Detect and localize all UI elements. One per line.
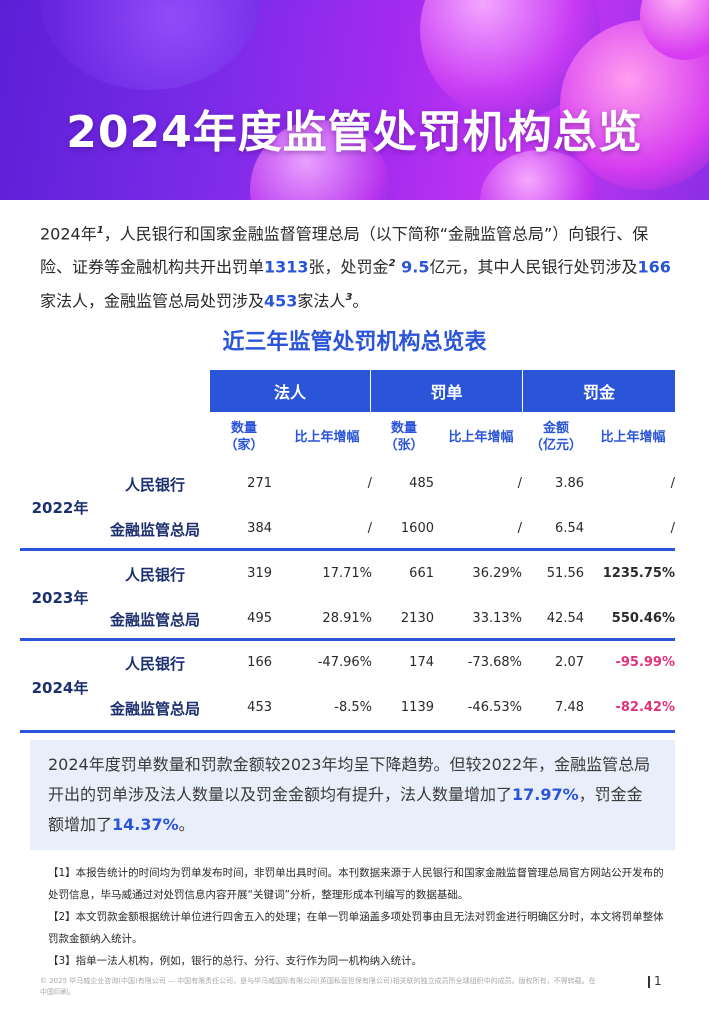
page-number-text: 1 — [654, 974, 662, 988]
institution-name: 人民银行 — [124, 566, 185, 584]
table-cell: 174 — [409, 655, 434, 670]
table-cell: 661 — [409, 566, 434, 581]
subheader-line: 数量 — [230, 421, 257, 436]
table-cell: 384 — [247, 521, 272, 536]
table-cell: / — [670, 521, 675, 536]
subheader-line: （张） — [384, 438, 424, 453]
subheader-line: （亿元） — [530, 438, 583, 453]
table-cell: 1235.75% — [602, 566, 675, 581]
year-label: 2023年 — [31, 589, 89, 607]
footnote-ref: 2 — [388, 258, 396, 270]
table-cell: -95.99% — [615, 655, 675, 670]
group-header-ticket: 罚单 — [371, 370, 522, 412]
table-cell: 550.46% — [611, 611, 675, 626]
table-cell: -82.42% — [615, 700, 675, 715]
intro-paragraph: 2024年1，人民银行和国家金融监督管理总局（以下简称“金融监管总局”）向银行、… — [40, 216, 680, 316]
subheader-line: 数量 — [390, 421, 417, 436]
table-cell: / — [517, 476, 522, 491]
summary-box: 2024年度罚单数量和罚款金额较2023年均呈下降趋势。但较2022年，金融监管… — [30, 740, 675, 850]
table-cell: 36.29% — [472, 566, 522, 581]
section-divider — [20, 548, 675, 551]
subheader-entity-growth: 比上年增幅 — [294, 430, 360, 445]
page-title: 2024年度监管处罚机构总览 — [66, 107, 643, 158]
footnotes: 【1】本报告统计的时间均为罚单发布时间，非罚单出具时间。本刊数据来源于人民银行和… — [48, 862, 668, 972]
group-header-fine: 罚金 — [523, 370, 675, 412]
table-cell: / — [670, 476, 675, 491]
page-number: 1 — [648, 974, 662, 988]
subheader-ticket-growth: 比上年增幅 — [448, 430, 514, 445]
table-cell: 33.13% — [472, 611, 522, 626]
table-cell: 7.48 — [555, 700, 584, 715]
institution-name: 金融监管总局 — [109, 700, 200, 718]
year-label: 2022年 — [31, 499, 89, 517]
subheader-ticket-count: 数量 （张） — [382, 420, 426, 454]
section-divider — [20, 638, 675, 641]
table-cell: 319 — [247, 566, 272, 581]
footnote-ref: 3 — [345, 291, 353, 303]
footnote: 【1】本报告统计的时间均为罚单发布时间，非罚单出具时间。本刊数据来源于人民银行和… — [48, 867, 664, 901]
nfra-entity-count: 453 — [264, 290, 298, 310]
table-cell: -46.53% — [467, 700, 522, 715]
ticket-count: 1313 — [264, 257, 309, 277]
year-label: 2024年 — [31, 679, 89, 697]
subheader-entity-count: 数量 （家） — [222, 420, 266, 454]
header-banner: 2024年度监管处罚机构总览 — [0, 0, 709, 200]
table-cell: 453 — [247, 700, 272, 715]
summary-value: 17.97% — [512, 785, 579, 804]
summary-text: ，罚金金额增加了 — [48, 785, 643, 834]
institution-name: 金融监管总局 — [109, 521, 200, 539]
institution-name: 金融监管总局 — [109, 611, 200, 629]
copyright-notice: © 2025 毕马威企业咨询(中国)有限公司 — 中国有限责任公司，是与毕马威国… — [40, 977, 596, 996]
table-cell: 6.54 — [555, 521, 584, 536]
table-cell: 3.86 — [555, 476, 584, 491]
table-cell: / — [367, 521, 372, 536]
intro-text: ，人民银行和国家金融监督管理总局（以下简称“金融监管总局”）向银行、保险、证券等… — [40, 224, 649, 277]
table-cell: 17.71% — [322, 566, 372, 581]
footnote: 【3】指单一法人机构，例如，银行的总行、分行、支行作为同一机构纳入统计。 — [48, 955, 423, 967]
table-cell: 28.91% — [322, 611, 372, 626]
table-cell: 1600 — [400, 521, 434, 536]
intro-text: 2024年 — [40, 224, 97, 244]
pboc-entity-count: 166 — [637, 257, 671, 277]
intro-text: 家法人，金融监管总局处罚涉及 — [40, 290, 265, 310]
table-cell: / — [517, 521, 522, 536]
table-cell: -47.96% — [317, 655, 372, 670]
summary-value: 14.37% — [112, 815, 179, 834]
table-cell: 2130 — [400, 611, 434, 626]
table-cell: / — [367, 476, 372, 491]
table-cell: 51.56 — [546, 566, 584, 581]
subheader-line: 金额 — [542, 421, 569, 436]
table-cell: -8.5% — [334, 700, 372, 715]
subheader-line: （家） — [224, 438, 264, 453]
footnote-ref: 1 — [96, 225, 104, 236]
summary-text: 2024年度罚单数量和罚款金额较2023年均呈下降趋势。但较2022年，金融监管… — [48, 755, 651, 804]
decorative-blob — [40, 0, 260, 90]
intro-text: 张，处罚金 — [308, 257, 389, 277]
table-cell: 2.07 — [555, 655, 584, 670]
subheader-amount-growth: 比上年增幅 — [600, 430, 666, 445]
subheader-amount: 金额 （亿元） — [530, 420, 582, 454]
intro-text: 。 — [352, 290, 369, 310]
institution-name: 人民银行 — [124, 476, 185, 494]
table-title: 近三年监管处罚机构总览表 — [222, 330, 487, 355]
table-cell: -73.68% — [467, 655, 522, 670]
institution-name: 人民银行 — [124, 655, 185, 673]
fine-amount: 9.5 — [395, 257, 430, 277]
table-cell: 485 — [409, 476, 434, 491]
table-cell: 42.54 — [546, 611, 584, 626]
footnote: 【2】本文罚款金额根据统计单位进行四舍五入的处理；在单一罚单涵盖多项处罚事由且无… — [48, 911, 664, 945]
table-cell: 271 — [247, 476, 272, 491]
table-cell: 1139 — [400, 700, 434, 715]
intro-text: 亿元，其中人民银行处罚涉及 — [429, 257, 638, 277]
section-divider — [20, 730, 675, 733]
table-cell: 166 — [247, 655, 272, 670]
summary-text: 。 — [178, 815, 195, 834]
group-header-entity: 法人 — [210, 370, 370, 412]
intro-text: 家法人 — [297, 290, 346, 310]
page-number-bar — [648, 975, 650, 988]
table-cell: 495 — [247, 611, 272, 626]
